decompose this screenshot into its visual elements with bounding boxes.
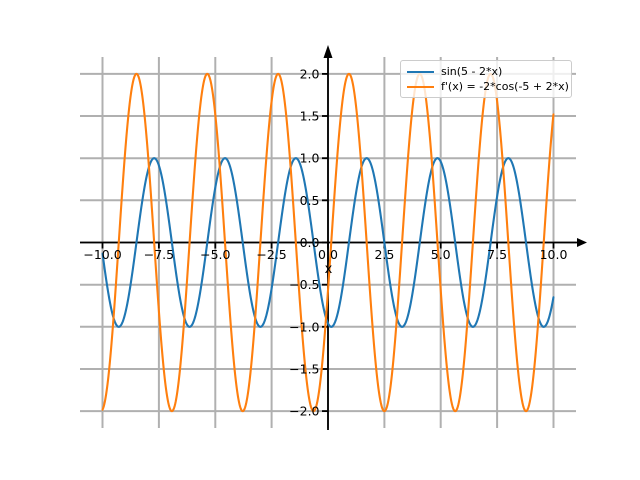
y-tick-label: −0.5 xyxy=(289,277,319,292)
x-tick-label: 0.0 xyxy=(318,247,338,262)
y-tick-label: −2.0 xyxy=(289,404,319,419)
x-tick-label: 5.0 xyxy=(431,247,451,262)
x-axis-arrow-icon xyxy=(577,238,587,247)
y-tick-label: −1.5 xyxy=(289,361,319,376)
y-tick-label: 0.5 xyxy=(300,193,320,208)
legend-line-sample-derivative xyxy=(407,85,434,88)
x-tick-label: 2.5 xyxy=(374,247,394,262)
x-tick-label: −5.0 xyxy=(200,247,230,262)
y-tick-label: 1.5 xyxy=(300,109,320,124)
axes xyxy=(80,45,587,430)
y-tick-label: −1.0 xyxy=(289,319,319,334)
legend-label-sin: sin(5 - 2*x) xyxy=(441,65,503,78)
tick-labels: −10.0 −7.5 −5.0 −2.5 0.0 2.5 5.0 7.5 10.0 −2.0 −1.… xyxy=(83,66,567,418)
legend-label-derivative: f'(x) = -2*cos(-5 + 2*x) xyxy=(441,80,569,93)
x-tick-label: 10.0 xyxy=(540,247,568,262)
y-tick-label: 0.0 xyxy=(300,235,320,250)
x-tick-label: 7.5 xyxy=(487,247,507,262)
legend-entry-sin: sin(5 - 2*x) xyxy=(407,64,566,79)
x-tick-label: −7.5 xyxy=(144,247,174,262)
curves xyxy=(101,72,555,413)
x-axis-label: x xyxy=(325,262,333,277)
legend-line-sample-sin xyxy=(407,70,434,73)
y-tick-label: 2.0 xyxy=(300,66,320,81)
legend-entry-derivative: f'(x) = -2*cos(-5 + 2*x) xyxy=(407,79,569,94)
sin-curve xyxy=(101,157,555,328)
y-tick-label: 1.0 xyxy=(300,151,320,166)
y-axis-arrow-icon xyxy=(323,45,333,58)
derivative-curve xyxy=(101,72,555,413)
x-tick-label: −10.0 xyxy=(83,247,121,262)
x-tick-label: −2.5 xyxy=(256,247,286,262)
legend: sin(5 - 2*x) f'(x) = -2*cos(-5 + 2*x) xyxy=(400,60,572,98)
